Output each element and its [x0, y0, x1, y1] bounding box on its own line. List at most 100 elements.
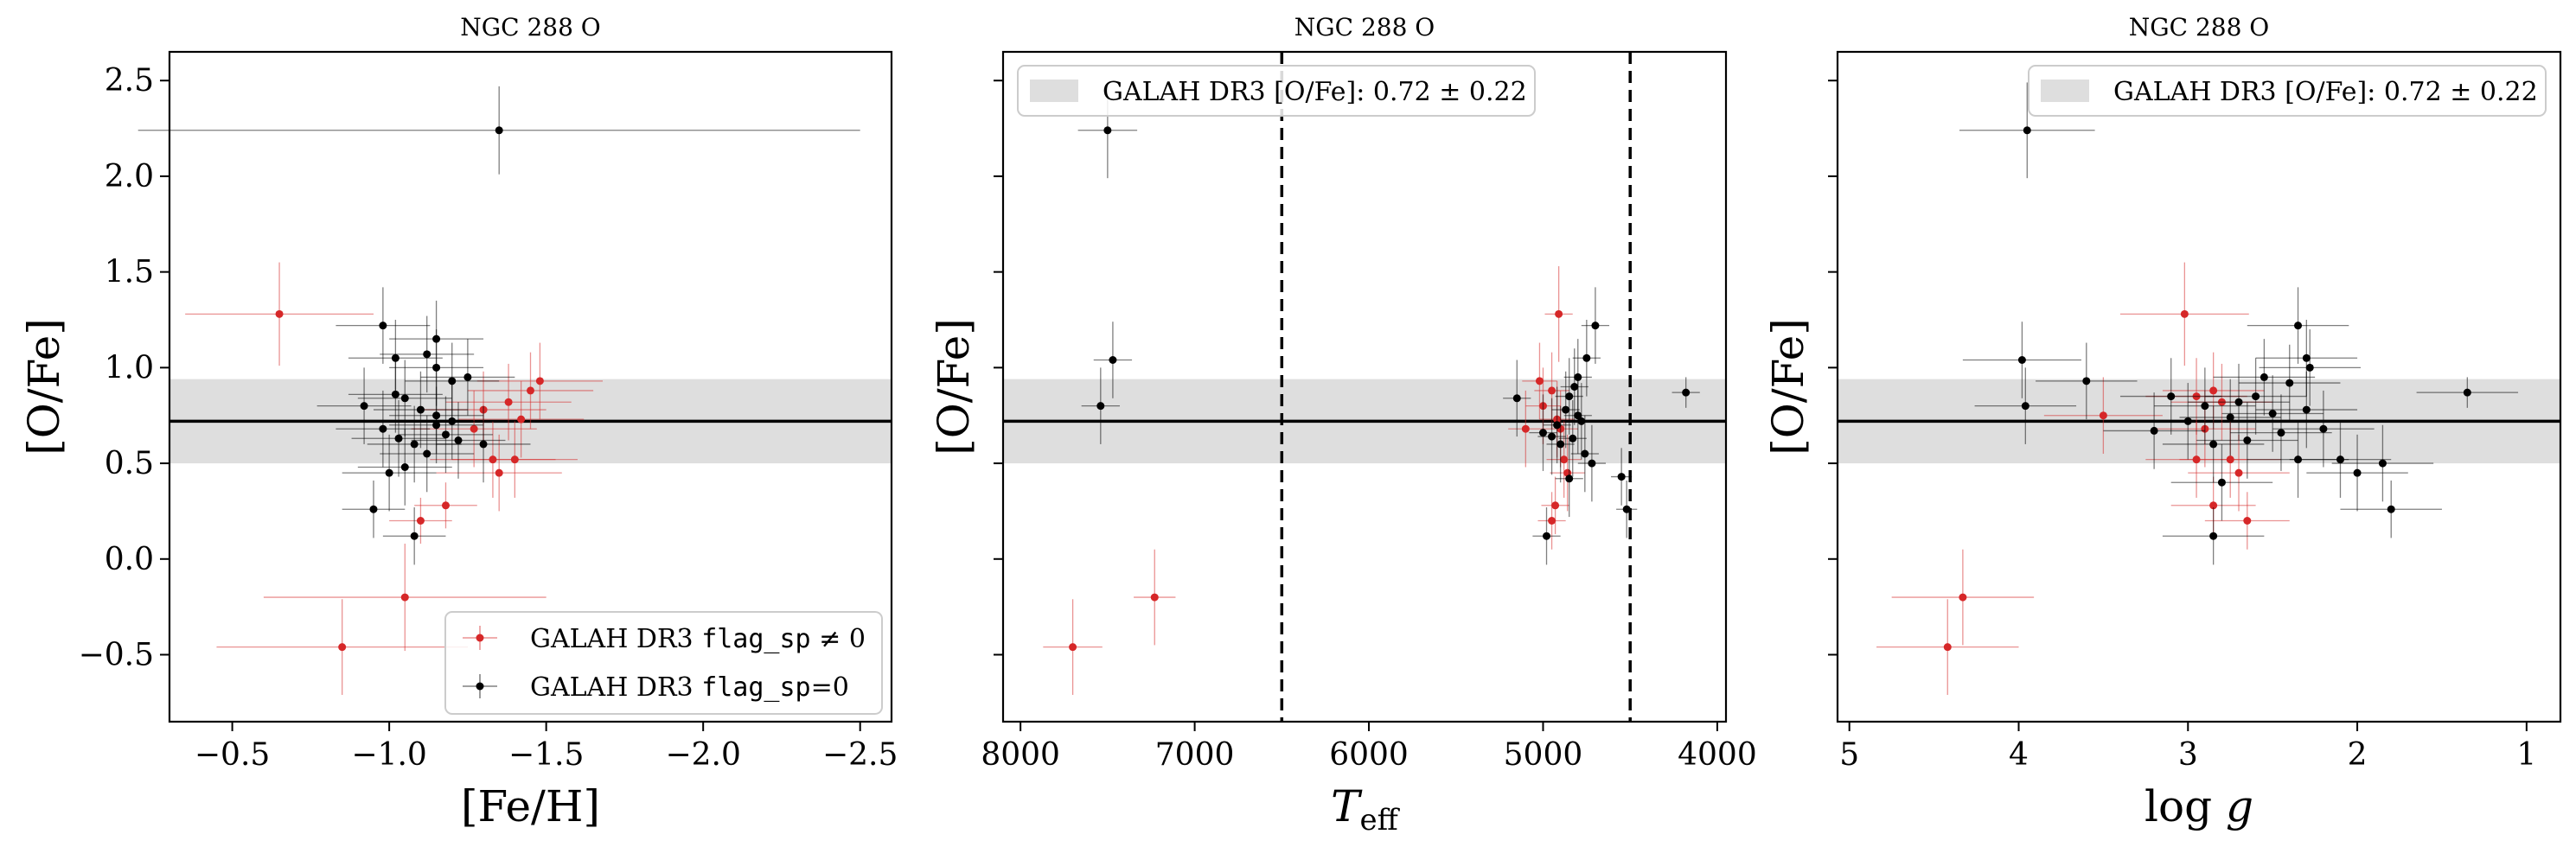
data-point [1560, 348, 1588, 425]
point-marker [2285, 379, 2294, 387]
point-marker [1556, 440, 1565, 449]
point-marker [1582, 353, 1591, 362]
point-marker [275, 309, 284, 318]
y-tick-label: 1.0 [105, 350, 154, 385]
series-2 [1077, 82, 1700, 565]
legend-marker [476, 634, 484, 642]
point-marker [1591, 322, 1600, 330]
point-marker [2234, 468, 2243, 477]
point-marker [432, 421, 441, 430]
legend-box [1017, 65, 1536, 117]
point-marker [517, 415, 526, 424]
point-marker [2387, 505, 2395, 513]
point-marker [410, 532, 419, 540]
x-axis-label: [Fe/H] [461, 781, 600, 831]
data-point [2247, 287, 2349, 364]
data-point [1563, 377, 1592, 454]
point-marker [2192, 455, 2201, 464]
series-1 [185, 262, 603, 695]
point-marker [2294, 322, 2303, 330]
legend-label: GALAH DR3 flag_sp=0 [530, 672, 849, 703]
data-point [351, 400, 446, 477]
y-tick-label: 2.0 [105, 159, 154, 194]
data-point [2331, 424, 2434, 502]
axes-frame [168, 50, 893, 723]
data-point [2170, 443, 2273, 521]
panel-2: 8000 7000 6000 5000 4000 NGC 288 O Teff [O/Fe] G… [929, 13, 1757, 837]
point-marker [470, 424, 478, 433]
point-marker [1617, 473, 1626, 481]
data-point [348, 356, 443, 433]
y-tick-label: 2.5 [105, 63, 154, 99]
data-point [382, 507, 446, 565]
data-point [2145, 421, 2247, 498]
point-marker [2243, 436, 2252, 444]
point-marker [2150, 426, 2158, 435]
data-point [1555, 358, 1583, 435]
point-marker [2243, 517, 2252, 525]
data-point [1959, 82, 2095, 179]
point-marker [360, 402, 368, 411]
point-marker [535, 377, 544, 385]
point-marker [2021, 402, 2029, 411]
data-point [216, 599, 468, 695]
point-marker [2305, 363, 2314, 372]
point-marker [441, 430, 450, 439]
data-point [1581, 287, 1610, 364]
point-marker [495, 468, 503, 477]
series-1 [1043, 266, 1585, 695]
point-marker [423, 449, 431, 458]
legend-label: GALAH DR3 flag_sp ≠ 0 [530, 624, 866, 654]
legend: GALAH DR3 [O/Fe]: 0.72 ± 0.22 [1017, 65, 1536, 117]
point-marker [1069, 643, 1077, 652]
x-tick-label: 7000 [1155, 737, 1235, 773]
x-tick-label: 1 [2516, 737, 2536, 773]
point-marker [2260, 373, 2268, 381]
data-point [2179, 379, 2281, 456]
legend-box [2028, 65, 2547, 117]
panel-1: −0.5 −1.0 −1.5 −2.0 −2.5 −0.5 0.0 0.5 1.0 1.5 2.0 2… [19, 13, 898, 831]
x-tick-label: 5000 [1504, 737, 1583, 773]
x-tick-label: 6000 [1329, 737, 1409, 773]
legend-box [444, 611, 883, 715]
point-marker [1560, 455, 1569, 464]
point-marker [2017, 356, 2026, 364]
point-marker [2319, 424, 2328, 433]
point-marker [504, 398, 513, 406]
point-marker [2353, 468, 2362, 477]
x-tick-label: 3 [2178, 737, 2198, 773]
data-point [1134, 549, 1176, 646]
y-tick-label: 0.5 [105, 446, 154, 481]
point-marker [2180, 309, 2189, 318]
x-tick-label: 8000 [981, 737, 1060, 773]
data-point [1551, 371, 1580, 449]
point-marker [338, 643, 347, 652]
point-marker [1548, 386, 1556, 395]
point-marker [2209, 532, 2218, 540]
panel-3: 5 4 3 2 1 NGC 288 O log g [O/Fe] GALAH DR3 [O/Fe… [1763, 13, 2562, 831]
point-marker [441, 501, 450, 510]
point-marker [2183, 417, 2192, 425]
legend-swatch [2041, 80, 2089, 102]
data-point [411, 402, 506, 479]
point-marker [2209, 386, 2218, 395]
data-point [411, 390, 537, 468]
data-point [2119, 262, 2249, 366]
point-marker [394, 434, 403, 443]
data-point [2204, 492, 2290, 550]
x-axis-label: log g [2145, 781, 2253, 831]
data-point [1546, 405, 1575, 483]
legend: GALAH DR3 flag_sp ≠ 0 GALAH DR3 flag_sp=0 [444, 611, 883, 715]
data-point [1043, 599, 1103, 695]
point-marker [1570, 383, 1579, 391]
data-point [1876, 599, 2019, 695]
point-marker [1577, 417, 1586, 425]
point-marker [400, 463, 409, 471]
data-point [1532, 507, 1561, 565]
x-axis-label: Teff [1331, 781, 1400, 837]
y-axis-label: [O/Fe] [19, 318, 69, 455]
data-point [1567, 383, 1595, 460]
data-point [2036, 342, 2138, 420]
point-marker [1569, 434, 1577, 443]
data-point [445, 363, 572, 441]
